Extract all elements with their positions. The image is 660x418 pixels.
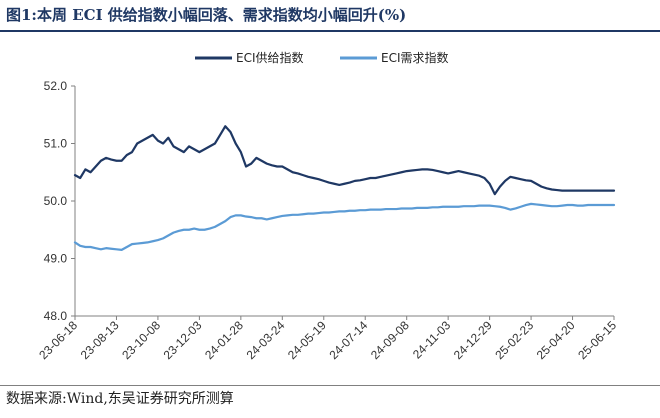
y-tick-label: 48.0	[44, 309, 68, 323]
y-tick-label: 52.0	[44, 79, 68, 93]
source-note: 数据来源:Wind,东吴证券研究所测算	[6, 391, 234, 407]
series-line-supply	[73, 125, 616, 196]
x-tick-label: 23-08-13	[78, 318, 122, 362]
x-tick-label: 25-02-23	[492, 318, 536, 362]
x-tick-label: 24-09-08	[368, 318, 412, 362]
x-tick-label: 25-06-15	[575, 318, 619, 362]
x-tick-label: 24-05-19	[285, 318, 329, 362]
source-rule	[0, 385, 660, 386]
title-rule	[0, 30, 660, 32]
x-tick-label: 24-12-29	[451, 318, 495, 362]
series-layer	[73, 125, 616, 251]
legend-label-demand: ECI需求指数	[381, 50, 449, 65]
y-tick-label: 51.0	[44, 137, 68, 151]
axes: 48.049.050.051.052.023-06-1823-08-1323-1…	[36, 79, 619, 362]
legend: ECI供给指数 ECI需求指数	[195, 50, 449, 65]
x-tick-label: 24-03-24	[244, 318, 288, 362]
x-tick-label: 23-12-03	[161, 318, 205, 362]
legend-label-supply: ECI供给指数	[236, 50, 304, 65]
series-line-demand	[73, 202, 616, 251]
x-tick-label: 24-01-28	[202, 318, 246, 362]
x-tick-label: 25-04-20	[534, 318, 578, 362]
x-tick-label: 24-07-14	[326, 318, 370, 362]
y-tick-label: 50.0	[44, 194, 68, 208]
y-tick-label: 49.0	[44, 252, 68, 266]
x-tick-label: 23-10-08	[119, 318, 163, 362]
x-tick-label: 23-06-18	[36, 318, 80, 362]
chart-title: 图1:本周 ECI 供给指数小幅回落、需求指数均小幅回升(%)	[6, 6, 407, 24]
x-tick-label: 24-11-03	[410, 318, 453, 361]
